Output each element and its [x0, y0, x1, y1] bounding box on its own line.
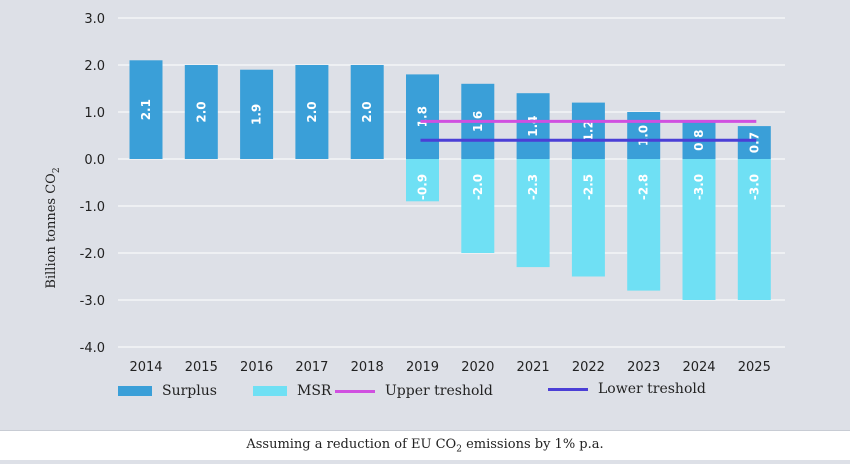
msr-data-label: -3.0 — [692, 174, 706, 200]
legend-label-surplus: Surplus — [162, 383, 217, 399]
x-tick-label: 2022 — [572, 360, 605, 375]
y-tick-label: 1.0 — [84, 106, 105, 121]
caption-subscript: 2 — [456, 444, 462, 455]
msr-bar — [516, 159, 550, 268]
x-tick-label: 2023 — [627, 360, 660, 375]
msr-data-label: -2.5 — [581, 174, 595, 200]
legend-item-lower: Lower treshold — [548, 379, 706, 399]
y-tick-label: 2.0 — [84, 59, 105, 74]
x-tick-label: 2016 — [240, 360, 273, 375]
x-tick-label: 2019 — [406, 360, 439, 375]
legend-label-lower: Lower treshold — [598, 381, 706, 397]
surplus-bar — [184, 65, 218, 159]
y-tick-label: 3.0 — [84, 12, 105, 27]
legend-label-msr: MSR — [297, 383, 332, 399]
surplus-data-label: 1.2 — [581, 120, 595, 141]
surplus-bar — [406, 74, 439, 159]
msr-data-label: -2.3 — [526, 174, 540, 200]
legend-swatch-lower — [548, 387, 588, 391]
surplus-data-label: 1.9 — [250, 104, 264, 125]
x-tick-label: 2015 — [185, 360, 218, 375]
x-tick-label: 2020 — [461, 360, 494, 375]
surplus-data-label: 0.7 — [747, 132, 761, 153]
msr-bar — [406, 159, 439, 202]
legend-item-msr: MSR — [253, 381, 331, 401]
msr-data-label: -2.0 — [471, 174, 485, 200]
msr-data-label: -0.9 — [416, 174, 430, 200]
surplus-data-label: 2.1 — [139, 99, 153, 120]
legend-item-surplus: Surplus — [118, 381, 217, 401]
surplus-bar — [571, 102, 605, 159]
y-axis-label: Billion tonnes CO2 — [44, 167, 62, 288]
x-tick-label: 2024 — [682, 360, 715, 375]
surplus-data-label: 1.8 — [416, 106, 430, 127]
caption-text-before: Assuming a reduction of EU CO — [246, 437, 457, 452]
y-tick-label: -3.0 — [80, 294, 105, 309]
x-tick-label: 2021 — [517, 360, 550, 375]
bar-chart: 3.0 2.0 1.0 0.0 -1.0 -2.0 -3.0 -4.0 2.1 2014 2.0 20… — [80, 12, 785, 375]
surplus-data-label: 2.0 — [305, 101, 319, 122]
caption-text-after: emissions by 1% p.a. — [461, 437, 604, 452]
surplus-bar — [129, 60, 163, 159]
legend-swatch-upper — [335, 389, 375, 393]
y-tick-label: 0.0 — [84, 153, 105, 168]
msr-bar — [682, 159, 716, 300]
x-tick-label: 2025 — [738, 360, 771, 375]
msr-bar — [627, 159, 661, 291]
surplus-bar — [737, 126, 771, 159]
msr-bar — [737, 159, 771, 300]
x-tick-label: 2018 — [351, 360, 384, 375]
legend-swatch-surplus — [118, 386, 152, 396]
surplus-bar — [350, 65, 384, 159]
msr-data-label: -3.0 — [747, 174, 761, 200]
surplus-bar — [240, 69, 274, 159]
msr-data-label: -2.8 — [637, 174, 651, 200]
surplus-bar — [516, 93, 550, 159]
y-axis-label-subscript: 2 — [51, 167, 62, 174]
surplus-bar — [627, 112, 661, 159]
y-axis-label-text: Billion tonnes CO — [44, 173, 60, 289]
y-tick-label: -1.0 — [80, 200, 105, 215]
chart-area: 3.0 2.0 1.0 0.0 -1.0 -2.0 -3.0 -4.0 2.1 2014 2.0 20… — [44, 12, 785, 401]
y-tick-label: -2.0 — [80, 247, 105, 262]
legend-label-upper: Upper treshold — [385, 383, 493, 399]
chart-caption: Assuming a reduction of EU CO2 emissions… — [0, 430, 850, 460]
surplus-data-label: 1.0 — [637, 125, 651, 146]
surplus-data-label: 2.0 — [360, 101, 374, 122]
legend-swatch-msr — [253, 386, 287, 396]
surplus-data-label: 1.4 — [526, 115, 540, 136]
y-tick-label: -4.0 — [80, 341, 105, 356]
msr-bar — [571, 159, 605, 277]
msr-bar — [461, 159, 495, 253]
x-tick-label: 2014 — [129, 360, 162, 375]
x-tick-label: 2017 — [295, 360, 328, 375]
legend-item-upper: Upper treshold — [335, 381, 493, 401]
surplus-bar — [295, 65, 329, 159]
surplus-data-label: 2.0 — [194, 101, 208, 122]
